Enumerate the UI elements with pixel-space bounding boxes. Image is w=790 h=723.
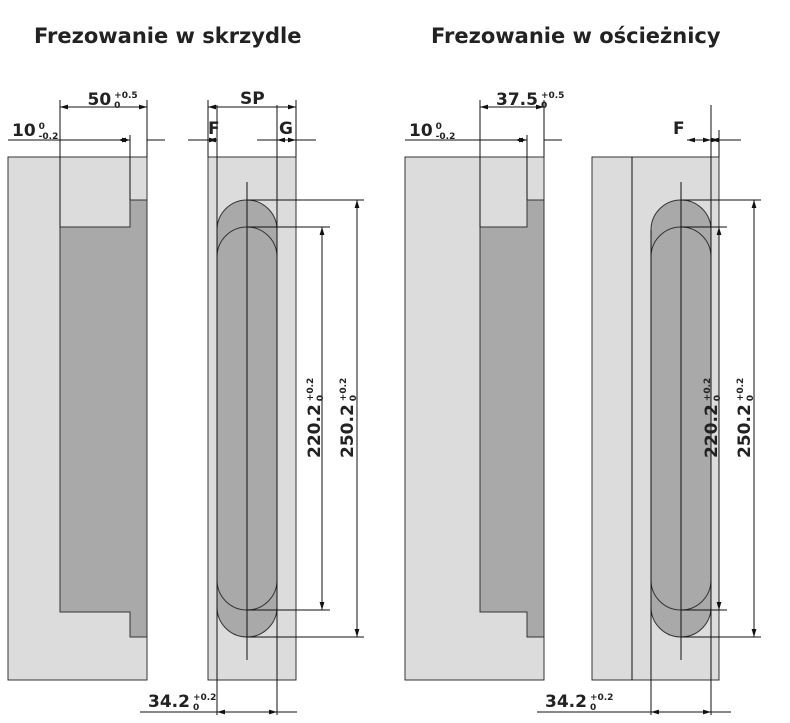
- dim-upper: +0.2: [703, 378, 713, 401]
- dimension-label: 10 0-0.2: [409, 121, 455, 142]
- dim-value: 250.2: [735, 404, 755, 458]
- dim-lower: 0: [590, 703, 596, 713]
- dim-upper: +0.2: [193, 693, 216, 703]
- dim-upper: +0.2: [339, 378, 349, 401]
- dim-lower: 0: [541, 101, 547, 111]
- dim-lower: 0: [193, 703, 199, 713]
- dimension-label: 37.5 +0.50: [496, 90, 564, 111]
- recess: [479, 199, 545, 638]
- dim-upper: +0.2: [590, 693, 613, 703]
- dim-upper: +0.2: [306, 378, 316, 401]
- dimension-label: 220.2 +0.2 0: [702, 378, 723, 458]
- f-label: F: [208, 119, 220, 139]
- dimension-label: 34.2 +0.20: [545, 692, 613, 713]
- dim-upper: +0.5: [114, 91, 137, 101]
- dim-value: 10: [409, 121, 433, 141]
- dim-value: 10: [12, 121, 36, 141]
- g-label: G: [279, 119, 293, 139]
- dim-value: 34.2: [148, 692, 190, 712]
- section-title: Frezowanie w ościeżnicy: [431, 24, 721, 48]
- dim-lower: 0: [349, 395, 359, 401]
- dim-upper: 0: [436, 122, 442, 132]
- dim-lower: 0: [713, 395, 723, 401]
- dim-upper: +0.5: [541, 91, 564, 101]
- dim-lower: 0: [114, 101, 120, 111]
- dim-lower: -0.2: [436, 132, 456, 142]
- dim-upper: +0.2: [736, 378, 746, 401]
- dimension-label: 10 0-0.2: [12, 121, 58, 142]
- dimension-label: 50 +0.50: [88, 90, 138, 111]
- sp-label: SP: [240, 89, 265, 109]
- dim-value: 50: [88, 90, 112, 110]
- dimension-label: 220.2 +0.2 0: [305, 378, 326, 458]
- dimension-label: 250.2 +0.2 0: [338, 378, 359, 458]
- dim-lower: -0.2: [39, 132, 59, 142]
- dimension-label: 34.2 +0.20: [148, 692, 216, 713]
- dim-value: 34.2: [545, 692, 587, 712]
- dim-value: 220.2: [305, 404, 325, 458]
- dimension-label: 250.2 +0.2 0: [735, 378, 756, 458]
- recess: [59, 199, 148, 638]
- dim-value: 250.2: [338, 404, 358, 458]
- f-label: F: [673, 119, 685, 139]
- dim-value: 37.5: [496, 90, 538, 110]
- dim-upper: 0: [39, 122, 45, 132]
- section-title: Frezowanie w skrzydle: [34, 24, 301, 48]
- dim-lower: 0: [746, 395, 756, 401]
- dim-value: 220.2: [702, 404, 722, 458]
- dim-lower: 0: [316, 395, 326, 401]
